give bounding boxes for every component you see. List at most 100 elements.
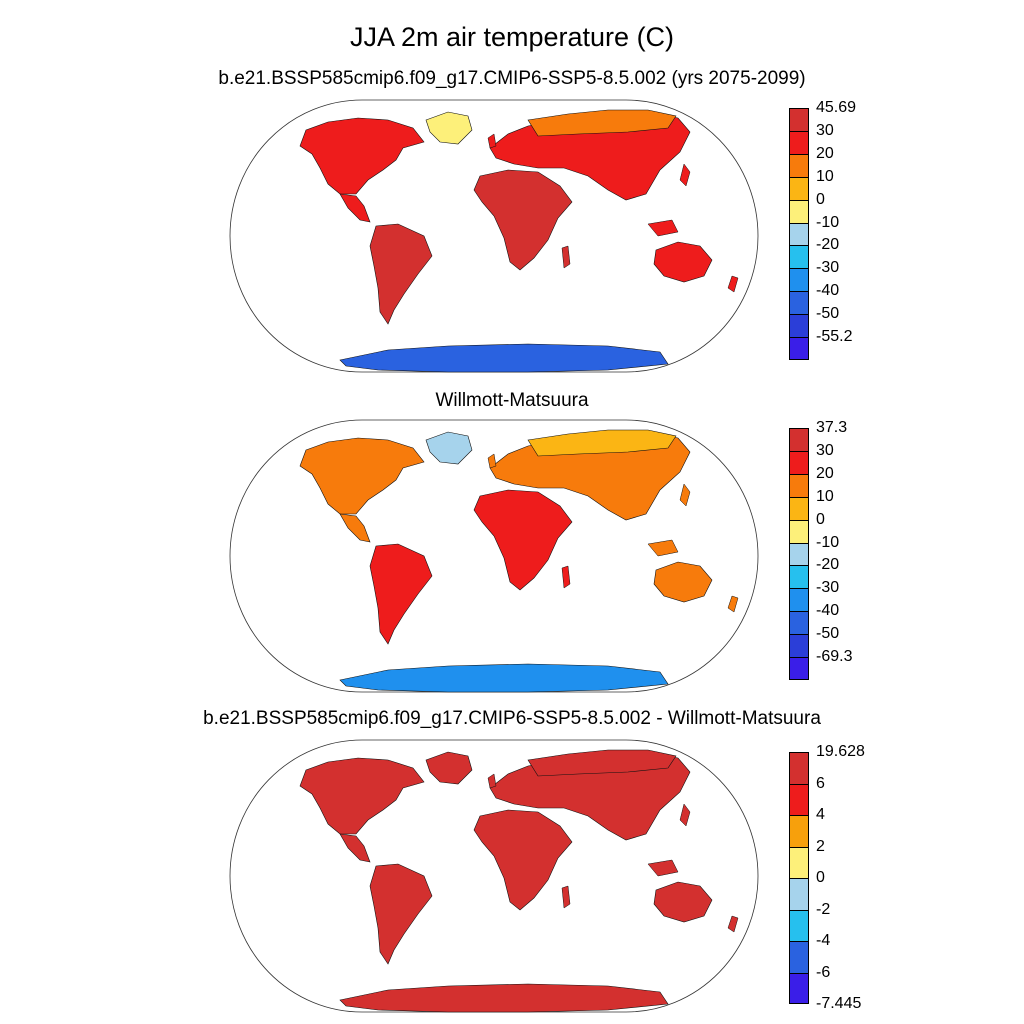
colorbar-swatch (789, 473, 809, 498)
colorbar-label: -55.2 (816, 328, 853, 346)
colorbar-swatch (789, 314, 809, 339)
colorbar-model (789, 108, 809, 360)
land-australia (653, 241, 713, 283)
colorbar-swatch (789, 450, 809, 475)
colorbar-observations (789, 428, 809, 680)
colorbar-label: 45.69 (816, 99, 857, 116)
colorbar-swatch (789, 130, 809, 155)
colorbar-label: -30 (816, 259, 840, 277)
land-japan (679, 483, 691, 507)
land-madagascar (561, 245, 571, 269)
colorbar-swatch (789, 941, 809, 974)
land-indonesia (647, 219, 679, 237)
colorbar-label: -20 (816, 236, 840, 254)
land-uk (487, 453, 497, 469)
map-panel-observations (229, 419, 759, 693)
land-central-america (339, 833, 371, 863)
colorbar-swatch (789, 878, 809, 911)
colorbar-label: 10 (816, 487, 834, 505)
colorbar-swatch (789, 519, 809, 544)
land-siberia (527, 749, 677, 777)
land-africa (473, 489, 573, 591)
colorbar-swatch (789, 222, 809, 247)
colorbar-label: -10 (816, 213, 840, 231)
colorbar-label: 0 (816, 869, 825, 886)
land-australia (653, 561, 713, 603)
colorbar-swatch (789, 268, 809, 293)
land-australia (653, 881, 713, 923)
colorbar-label: 6 (816, 774, 825, 792)
colorbar-label: 2 (816, 837, 825, 855)
land-antarctica (339, 983, 669, 1013)
colorbar-label: -40 (816, 602, 840, 620)
colorbar-swatch (789, 337, 809, 360)
colorbar-swatch (789, 153, 809, 178)
land-madagascar (561, 565, 571, 589)
colorbar-swatch (789, 565, 809, 590)
colorbar-label: -50 (816, 625, 840, 643)
panel-title-model: b.e21.BSSP585cmip6.f09_g17.CMIP6-SSP5-8.… (218, 68, 806, 89)
land-new-zealand (727, 595, 739, 613)
colorbar-label: -2 (816, 900, 831, 918)
colorbar-label: -6 (816, 963, 831, 981)
colorbar-swatch (789, 428, 809, 452)
land-uk (487, 773, 497, 789)
colorbar-label: 30 (816, 121, 834, 139)
colorbar-swatch (789, 542, 809, 567)
colorbar-swatch (789, 611, 809, 636)
colorbar-swatch (789, 245, 809, 270)
land-antarctica (339, 663, 669, 693)
colorbar-swatch (789, 496, 809, 521)
land-north-america (299, 437, 425, 515)
land-greenland (425, 431, 473, 465)
main-title: JJA 2m air temperature (C) (349, 22, 675, 52)
land-north-america (299, 117, 425, 195)
colorbar-label: -7.445 (816, 995, 862, 1012)
colorbar-swatch (789, 783, 809, 816)
colorbar-swatch (789, 846, 809, 879)
colorbar-label: -10 (816, 533, 840, 551)
land-north-america (299, 757, 425, 835)
land-greenland (425, 751, 473, 785)
panel-title-observations: Willmott-Matsuura (435, 390, 589, 411)
land-antarctica (339, 343, 669, 373)
colorbar-label: 10 (816, 167, 834, 185)
colorbar-swatch (789, 815, 809, 848)
colorbar-swatch (789, 752, 809, 785)
land-africa (473, 809, 573, 911)
colorbar-swatch (789, 657, 809, 680)
colorbar-label: -20 (816, 556, 840, 574)
land-greenland (425, 111, 473, 145)
colorbar-swatch (789, 588, 809, 613)
land-japan (679, 163, 691, 187)
colorbar-difference (789, 752, 809, 1004)
colorbar-label: -4 (816, 932, 831, 949)
colorbar-label: -40 (816, 282, 840, 300)
land-south-america (369, 223, 433, 325)
colorbar-swatch (789, 291, 809, 316)
land-uk (487, 133, 497, 149)
colorbar-label: 19.628 (816, 743, 865, 760)
colorbar-label: 20 (816, 144, 834, 162)
colorbar-swatch (789, 634, 809, 659)
land-indonesia (647, 539, 679, 557)
colorbar-label: 30 (816, 441, 834, 459)
panel-title-difference: b.e21.BSSP585cmip6.f09_g17.CMIP6-SSP5-8.… (203, 708, 821, 729)
colorbar-label: 20 (816, 464, 834, 482)
map-panel-difference (229, 739, 759, 1013)
colorbar-swatch (789, 108, 809, 132)
land-new-zealand (727, 915, 739, 933)
land-siberia (527, 429, 677, 457)
colorbar-label: 37.3 (816, 419, 848, 436)
land-central-america (339, 513, 371, 543)
land-madagascar (561, 885, 571, 909)
colorbar-label: -30 (816, 579, 840, 597)
land-africa (473, 169, 573, 271)
colorbar-label: 4 (816, 806, 825, 823)
colorbar-label: -50 (816, 305, 840, 323)
land-central-america (339, 193, 371, 223)
colorbar-swatch (789, 972, 809, 1004)
land-indonesia (647, 859, 679, 877)
map-panel-model (229, 99, 759, 373)
land-south-america (369, 863, 433, 965)
